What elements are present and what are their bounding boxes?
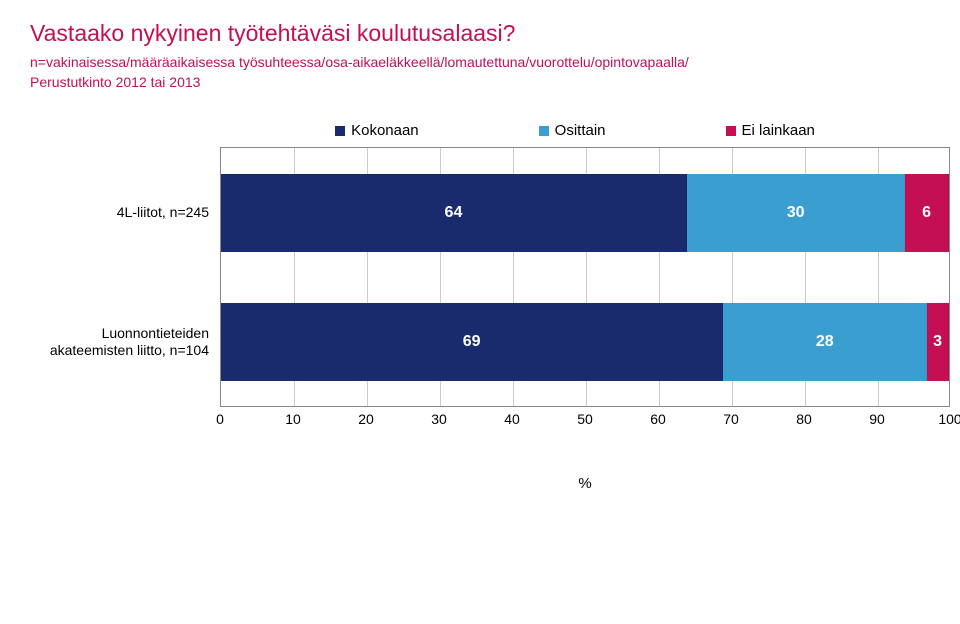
subtitle-line-2: Perustutkinto 2012 tai 2013 xyxy=(30,73,930,93)
legend: Kokonaan Osittain Ei lainkaan xyxy=(220,122,930,139)
category-label: Luonnontieteiden akateemisten liitto, n=… xyxy=(39,325,209,359)
bar-segment-ei-lainkaan: 6 xyxy=(905,174,949,252)
bar-track: 64 30 6 xyxy=(221,174,949,252)
x-tick-label: 70 xyxy=(723,411,739,427)
x-tick-label: 60 xyxy=(650,411,666,427)
bar-segment-osittain: 28 xyxy=(723,303,927,381)
category-label-line: Luonnontieteiden xyxy=(39,325,209,342)
x-tick-label: 100 xyxy=(938,411,960,427)
legend-swatch xyxy=(335,126,345,136)
bar-segment-kokonaan: 69 xyxy=(221,303,723,381)
x-tick-label: 40 xyxy=(504,411,520,427)
legend-swatch xyxy=(726,126,736,136)
category-label-line: akateemisten liitto, n=104 xyxy=(39,342,209,359)
legend-label: Ei lainkaan xyxy=(742,122,815,139)
chart-title: Vastaako nykyinen työtehtäväsi koulutusa… xyxy=(30,20,930,47)
category-label: 4L-liitot, n=245 xyxy=(39,204,209,221)
chart-subtitle: n=vakinaisessa/määräaikaisessa työsuhtee… xyxy=(30,53,930,92)
x-tick-label: 10 xyxy=(285,411,301,427)
legend-label: Osittain xyxy=(555,122,606,139)
bar-segment-osittain: 30 xyxy=(687,174,905,252)
subtitle-line-1: n=vakinaisessa/määräaikaisessa työsuhtee… xyxy=(30,53,930,73)
x-tick-label: 90 xyxy=(869,411,885,427)
bar-segment-ei-lainkaan: 3 xyxy=(927,303,949,381)
legend-item-osittain: Osittain xyxy=(539,122,606,139)
x-axis: 0102030405060708090100 xyxy=(220,411,950,451)
legend-swatch xyxy=(539,126,549,136)
x-tick-label: 30 xyxy=(431,411,447,427)
bar-segment-kokonaan: 64 xyxy=(221,174,687,252)
x-tick-label: 0 xyxy=(216,411,224,427)
legend-item-ei-lainkaan: Ei lainkaan xyxy=(726,122,815,139)
x-tick-label: 50 xyxy=(577,411,593,427)
legend-item-kokonaan: Kokonaan xyxy=(335,122,419,139)
plot-area: 4L-liitot, n=245 64 30 6 Luonnontieteide… xyxy=(220,147,950,407)
x-axis-label: % xyxy=(220,475,950,492)
bar-track: 69 28 3 xyxy=(221,303,949,381)
legend-label: Kokonaan xyxy=(351,122,419,139)
x-tick-label: 20 xyxy=(358,411,374,427)
stacked-bar-chart: 4L-liitot, n=245 64 30 6 Luonnontieteide… xyxy=(220,147,950,492)
bar-row: 4L-liitot, n=245 64 30 6 xyxy=(221,148,949,277)
bar-row: Luonnontieteiden akateemisten liitto, n=… xyxy=(221,277,949,406)
x-tick-label: 80 xyxy=(796,411,812,427)
